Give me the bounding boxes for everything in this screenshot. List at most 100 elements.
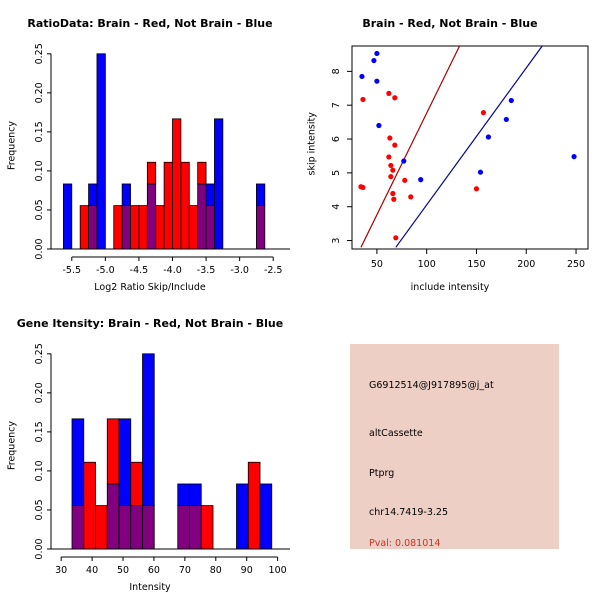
ratio-histogram-bar-overlap — [121, 205, 131, 250]
gene-histogram-bar-overlap — [106, 483, 120, 550]
gene-histogram-bar — [130, 461, 143, 506]
info-line-2: Ptprg — [369, 468, 395, 479]
ratio-histogram-bar — [155, 205, 165, 250]
ratio-histogram-y-tick-label: 0.25 — [34, 43, 45, 64]
gene-histogram-bar-overlap — [71, 505, 85, 550]
ratio-histogram-bar-overlap — [205, 205, 215, 250]
scatter-point — [386, 154, 392, 160]
ratio-histogram-x-tick-label: -2.5 — [264, 265, 283, 276]
info-line-4: Pval: 0.081014 — [369, 538, 441, 549]
gene-histogram-y-tick-label: 0.20 — [34, 382, 45, 403]
gene-histogram-svg: 0.00 0.05 0.10 0.15 0.20 0.25 30 40 50 60 70 80 90 10… — [34, 343, 290, 576]
ratio-histogram-bar — [214, 118, 224, 250]
scatter-point — [508, 97, 514, 104]
scatter-y-tick-label: 4 — [331, 204, 342, 210]
gene-histogram-bar — [83, 461, 96, 550]
gene-histogram-bar — [189, 483, 202, 506]
scatter-y-tick-label: 3 — [331, 238, 342, 244]
gene-histogram-x-tick-label: 30 — [55, 565, 67, 576]
info-line-0: G6912514@J917895@j_at — [369, 380, 494, 391]
scatter-point — [485, 134, 492, 140]
scatter-point — [374, 78, 380, 84]
gene-histogram-y-tick-label: 0.10 — [34, 460, 45, 481]
scatter-plot-area — [358, 46, 577, 248]
gene-histogram-x-tick-label: 50 — [117, 565, 129, 576]
scatter-point — [386, 90, 392, 96]
scatter-svg: 3 4 5 6 7 8 50 100 150 200 250 — [331, 45, 589, 270]
gene-histogram-x-tick-label: 90 — [241, 565, 253, 576]
gene-histogram-bar-overlap — [118, 505, 132, 550]
panel-scatter: Brain - Red, Not Brain - Blue skip inten… — [300, 0, 600, 300]
gene-histogram-x-tick-label: 80 — [210, 565, 222, 576]
gene-histogram-bar-overlap — [142, 505, 155, 550]
gene-histogram-title: Gene Itensity: Brain - Red, Not Brain - … — [16, 317, 284, 330]
scatter-x-tick-label: 250 — [567, 259, 585, 270]
scatter-point — [360, 96, 366, 103]
scatter-point — [360, 184, 366, 191]
ratio-histogram-bar-overlap — [256, 205, 266, 250]
ratio-histogram-bar — [130, 205, 140, 250]
gene-histogram-x-tick-label: 60 — [148, 565, 160, 576]
scatter-point — [401, 158, 407, 164]
ratio-histogram-xlabel: Log2 Ratio Skip/Include — [94, 282, 206, 293]
ratio-histogram-bar — [163, 161, 173, 250]
ratio-histogram-x-tick-label: -5.5 — [63, 265, 82, 276]
scatter-point — [392, 95, 398, 101]
scatter-point — [388, 173, 394, 180]
scatter-point — [391, 196, 397, 202]
ratio-histogram-bar — [256, 183, 266, 206]
scatter-x-tick-label: 100 — [418, 259, 436, 270]
ratio-histogram-bar — [88, 183, 98, 206]
ratio-histogram-svg: 0.00 0.05 0.10 0.15 0.20 0.25 -5.5 -5.0 -4.5 -4.0… — [34, 43, 290, 276]
gene-histogram-bar-overlap — [189, 505, 202, 550]
ratio-histogram-x-tick-label: -4.5 — [130, 265, 149, 276]
scatter-point — [376, 122, 382, 129]
scatter-x-tick-label: 200 — [517, 259, 535, 270]
scatter-point — [477, 169, 484, 175]
gene-histogram-bar — [200, 505, 214, 550]
scatter-plot-box — [351, 45, 589, 250]
scatter-point — [371, 57, 377, 64]
ratio-histogram-title: RatioData: Brain - Red, Not Brain - Blue — [27, 17, 273, 30]
ratio-histogram-y-tick-label: 0.15 — [34, 121, 45, 142]
scatter-fit-line — [395, 46, 543, 248]
ratio-histogram-bar — [205, 183, 215, 206]
ratio-histogram-y-tick-label: 0.20 — [34, 82, 45, 103]
gene-histogram-y-tick-label: 0.00 — [34, 538, 45, 559]
gene-histogram-bar — [71, 418, 85, 506]
ratio-histogram-bar-overlap — [88, 205, 98, 250]
ratio-histogram-x-tick-label: -3.0 — [230, 265, 249, 276]
scatter-point — [393, 235, 399, 241]
ratio-histogram-y-tick-label: 0.05 — [34, 199, 45, 220]
panel-ratio-histogram: RatioData: Brain - Red, Not Brain - Blue… — [0, 0, 300, 300]
ratio-histogram-bar — [197, 161, 207, 185]
scatter-y-tick-label: 8 — [331, 68, 342, 74]
ratio-histogram-bar — [62, 183, 73, 250]
gene-histogram-x-tick-label: 40 — [86, 565, 98, 576]
gene-histogram-bar — [177, 483, 190, 506]
gene-histogram-y-tick-label: 0.15 — [34, 421, 45, 442]
scatter-point — [387, 135, 393, 141]
scatter-point — [408, 194, 414, 200]
scatter-point — [392, 142, 398, 148]
scatter-point — [390, 167, 396, 173]
ratio-histogram-y-tick-label: 0.00 — [34, 238, 45, 259]
gene-histogram-bar — [142, 353, 155, 506]
info-line-3: chr14.7419-3.25 — [369, 507, 449, 518]
gene-info-box: G6912514@J917895@j_at altCassette Ptprg chr… — [350, 344, 559, 549]
gene-histogram-bar — [259, 483, 273, 550]
scatter-title: Brain - Red, Not Brain - Blue — [362, 17, 538, 30]
gene-histogram-bar — [236, 483, 249, 550]
gene-histogram-y-tick-label: 0.05 — [34, 499, 45, 520]
scatter-point — [418, 177, 424, 183]
gene-histogram-y-tick-label: 0.25 — [34, 343, 45, 364]
gene-histogram-bar-overlap — [177, 505, 190, 550]
ratio-histogram-bar-overlap — [146, 183, 157, 250]
gene-histogram-bar — [95, 505, 108, 550]
gene-histogram-bar-overlap — [130, 505, 143, 550]
scatter-y-tick-label: 6 — [331, 136, 342, 142]
scatter-point — [374, 50, 380, 57]
ratio-histogram-x-tick-label: -4.0 — [163, 265, 182, 276]
scatter-y-tick-label: 7 — [331, 102, 342, 108]
